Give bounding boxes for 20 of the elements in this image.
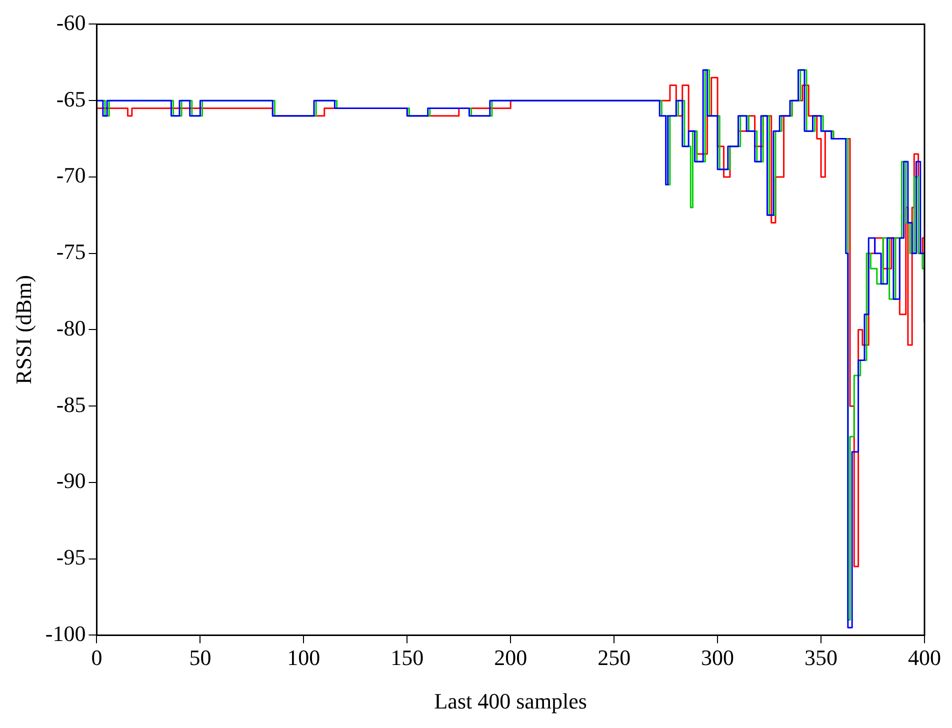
x-tick-label: 150 (390, 645, 424, 670)
x-tick-label: 300 (701, 645, 734, 670)
y-axis-title: RSSI (dBm) (10, 274, 36, 384)
x-tick-label: 0 (91, 645, 102, 670)
y-tick-label: -75 (56, 239, 86, 264)
x-tick-label: 250 (598, 645, 631, 670)
x-axis-title: Last 400 samples (434, 688, 587, 714)
x-tick-label: 400 (908, 645, 941, 670)
y-tick-label: -80 (56, 315, 86, 340)
x-tick-label: 200 (494, 645, 528, 670)
y-tick-label: -70 (56, 162, 86, 188)
y-tick-label: -95 (56, 544, 86, 570)
y-tick-label: -60 (56, 10, 86, 35)
x-tick-label: 100 (287, 645, 320, 670)
y-tick-label: -65 (56, 86, 86, 112)
y-tick-label: -85 (56, 392, 86, 417)
y-tick-label: -90 (56, 468, 86, 494)
x-tick-label: 50 (189, 645, 212, 670)
y-tick-label: -100 (45, 620, 86, 646)
x-tick-label: 350 (804, 645, 838, 670)
